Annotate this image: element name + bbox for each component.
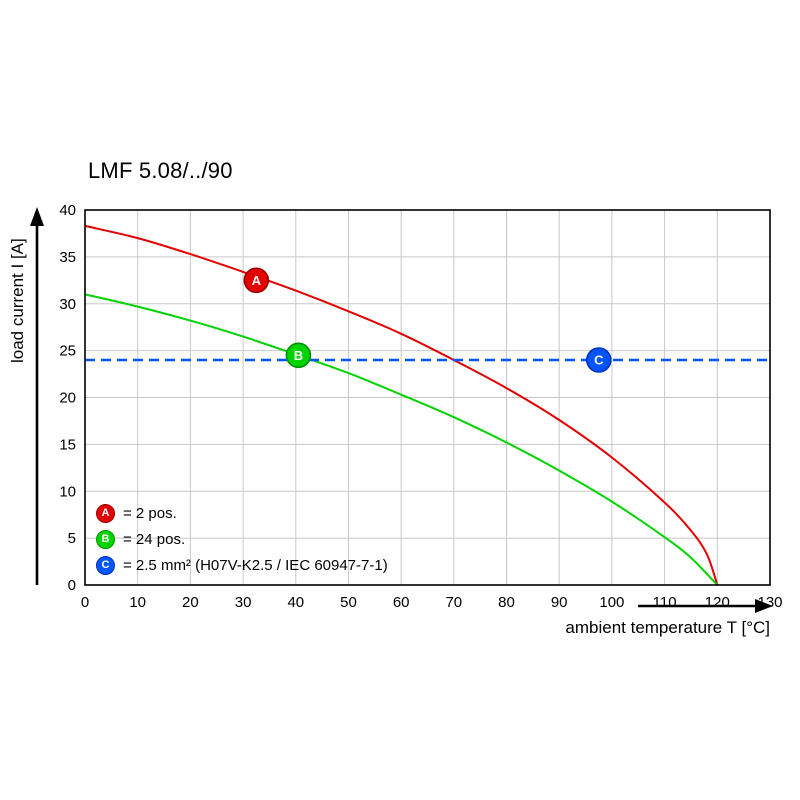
y-tick-label: 0 (68, 577, 76, 594)
legend-label-a: = 2 pos. (123, 504, 177, 522)
y-tick-label: 15 (59, 436, 76, 453)
y-tick-label: 25 (59, 343, 76, 360)
plot-border (84, 209, 771, 586)
legend-badge-a-letter: A (101, 507, 110, 519)
legend-badge-b-letter: B (101, 533, 110, 545)
curve-marker-a (243, 267, 270, 294)
x-tick-label: 60 (393, 594, 410, 611)
curve-marker-b (285, 342, 312, 369)
x-tick-label: 70 (445, 594, 462, 611)
x-axis-arrow-head (755, 599, 773, 613)
x-tick-label: 120 (705, 594, 730, 611)
curve-marker-c (585, 347, 612, 373)
legend-item-a: A = 2 pos. (96, 500, 388, 526)
legend-badge-c-letter: C (101, 559, 110, 571)
chart-title: LMF 5.08/../90 (88, 158, 233, 183)
y-axis-label: load current I [A] (8, 238, 27, 363)
y-axis-arrow-head (30, 207, 44, 226)
x-tick-label: 30 (235, 594, 252, 611)
y-tick-label: 40 (59, 202, 76, 219)
curve-marker-letter-a: A (252, 273, 262, 288)
legend-item-b: B = 24 pos. (96, 526, 388, 552)
curve-marker-letter-c: C (594, 353, 604, 368)
legend-badge-a: A (96, 503, 115, 523)
series-curve-b (84, 293, 719, 586)
x-axis-label: ambient temperature T [°C] (565, 618, 770, 637)
legend-badge-b: B (96, 529, 115, 549)
x-tick-label: 10 (129, 594, 146, 611)
y-tick-label: 5 (68, 530, 76, 547)
x-tick-label: 50 (340, 594, 357, 611)
y-tick-label: 35 (59, 249, 76, 266)
legend-item-c: C = 2.5 mm² (H07V-K2.5 / IEC 60947-7-1) (96, 552, 388, 578)
legend: A = 2 pos. B = 24 pos. C = 2.5 mm² (H07V… (96, 500, 388, 578)
legend-label-c: = 2.5 mm² (H07V-K2.5 / IEC 60947-7-1) (123, 556, 388, 574)
x-tick-label: 40 (287, 594, 304, 611)
curve-marker-letter-b: B (294, 348, 303, 363)
x-tick-label: 80 (498, 594, 515, 611)
x-tick-label: 100 (599, 594, 624, 611)
x-tick-label: 20 (182, 594, 199, 611)
x-tick-label: 90 (551, 594, 568, 611)
x-tick-label: 0 (81, 594, 89, 611)
y-tick-label: 30 (59, 296, 76, 313)
legend-badge-c: C (96, 555, 115, 575)
y-tick-label: 20 (59, 390, 76, 407)
x-tick-label: 110 (653, 594, 677, 611)
y-tick-label: 10 (59, 483, 76, 500)
legend-label-b: = 24 pos. (123, 530, 186, 548)
